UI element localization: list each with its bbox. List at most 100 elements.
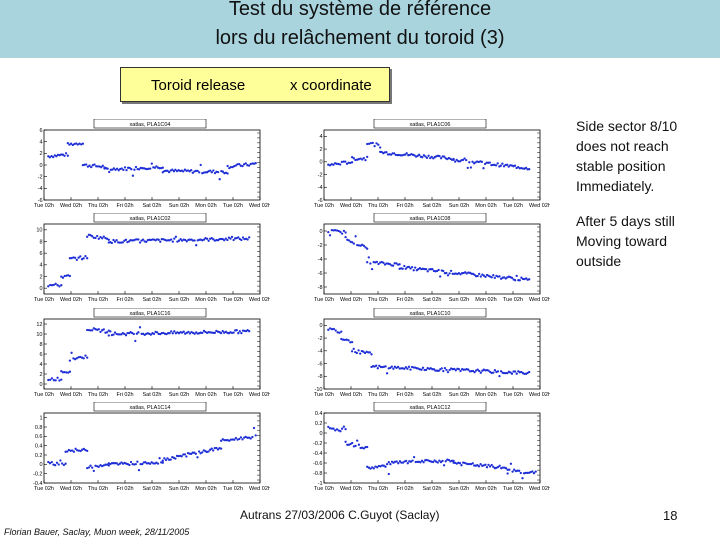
data-point	[226, 164, 229, 168]
data-point	[138, 326, 142, 329]
data-point	[161, 166, 164, 169]
data-point	[337, 229, 340, 233]
x-tick-label: Wed 02h	[249, 203, 270, 209]
data-point	[71, 449, 74, 452]
data-point	[446, 274, 450, 277]
x-tick-label: Tue 02h	[223, 203, 243, 209]
data-point	[421, 366, 425, 369]
data-point	[88, 164, 91, 167]
data-point	[171, 168, 174, 171]
data-point	[406, 462, 409, 465]
data-point	[218, 178, 221, 181]
data-point	[67, 371, 70, 374]
data-point	[65, 371, 68, 374]
data-point	[79, 449, 82, 453]
data-point	[437, 268, 440, 272]
data-point	[367, 142, 371, 145]
data-point	[384, 465, 387, 468]
data-point	[219, 439, 223, 442]
data-point	[496, 370, 500, 373]
data-point	[150, 461, 153, 464]
data-point	[115, 239, 118, 242]
data-point	[412, 269, 415, 272]
data-point	[357, 244, 361, 247]
data-point	[195, 244, 198, 247]
data-point	[134, 339, 137, 343]
data-point	[70, 351, 73, 354]
data-point	[398, 263, 401, 266]
data-point	[92, 236, 95, 239]
data-point	[362, 447, 366, 450]
data-point	[493, 276, 496, 280]
data-point	[447, 458, 451, 462]
data-point	[141, 332, 145, 335]
data-point	[49, 283, 52, 287]
data-point	[420, 459, 424, 462]
data-point	[86, 449, 89, 453]
data-point	[133, 168, 136, 171]
y-tick-label: 2	[39, 151, 42, 157]
data-point	[469, 166, 473, 169]
data-point	[332, 327, 336, 331]
data-point	[359, 157, 362, 160]
data-point	[377, 464, 380, 468]
data-point	[138, 168, 141, 171]
data-point	[332, 163, 335, 166]
data-point	[405, 459, 408, 463]
data-point	[480, 160, 484, 163]
x-tick-label: Sat 02h	[423, 486, 442, 492]
data-point	[68, 370, 72, 373]
data-point	[369, 467, 372, 470]
y-tick-label: -4	[318, 349, 323, 355]
data-point	[135, 332, 139, 335]
data-point	[50, 284, 54, 287]
data-point	[89, 329, 92, 332]
data-point	[488, 161, 491, 164]
x-tick-label: Tue 02h	[34, 392, 54, 398]
data-point	[411, 459, 414, 462]
data-point	[86, 356, 89, 359]
data-point	[120, 461, 123, 464]
data-point	[441, 459, 444, 463]
x-tick-label: Wed 02h	[60, 486, 82, 492]
y-tick-label: 0	[39, 163, 42, 169]
data-point	[345, 338, 348, 341]
data-point	[97, 328, 100, 331]
y-tick-label: 4	[319, 134, 322, 140]
x-tick-label: Wed 02h	[340, 203, 362, 209]
data-point	[94, 236, 97, 240]
x-tick-label: Sat 02h	[143, 392, 162, 398]
data-point	[330, 427, 333, 430]
data-point	[123, 332, 126, 336]
x-tick-label: Wed 02h	[340, 486, 362, 492]
data-point	[484, 463, 487, 466]
data-point	[50, 460, 53, 464]
y-tick-label: 0.4	[35, 443, 43, 449]
data-point	[487, 369, 490, 372]
data-point	[431, 268, 434, 271]
data-point	[344, 160, 347, 163]
chart-panel: xatlas, PLA1C1410.80.60.40.20-0.2-0.4Tue…	[33, 402, 270, 492]
data-point	[52, 379, 56, 382]
y-tick-label: 0.8	[35, 425, 43, 431]
data-point	[409, 460, 413, 463]
data-point	[362, 350, 365, 353]
data-series	[327, 425, 537, 480]
x-tick-label: Wed 02h	[249, 486, 270, 492]
data-point	[336, 331, 339, 334]
data-point	[511, 470, 514, 473]
data-point	[329, 327, 332, 330]
data-point	[361, 243, 364, 246]
data-point	[409, 267, 412, 270]
data-point	[362, 156, 365, 160]
data-point	[444, 460, 447, 463]
chart-panel: xatlas, PLA1C02 10 8 6 4 2 0 Tue 02h Wed 02h Thu …	[34, 213, 270, 303]
data-point	[362, 244, 366, 247]
data-point	[521, 477, 524, 480]
data-point	[137, 468, 141, 472]
data-point	[389, 366, 392, 370]
y-tick-label: 10	[36, 332, 42, 338]
y-tick-label: 4	[39, 362, 42, 368]
y-tick-label: -6	[318, 361, 323, 367]
x-tick-label: Wed 02h	[529, 392, 550, 398]
